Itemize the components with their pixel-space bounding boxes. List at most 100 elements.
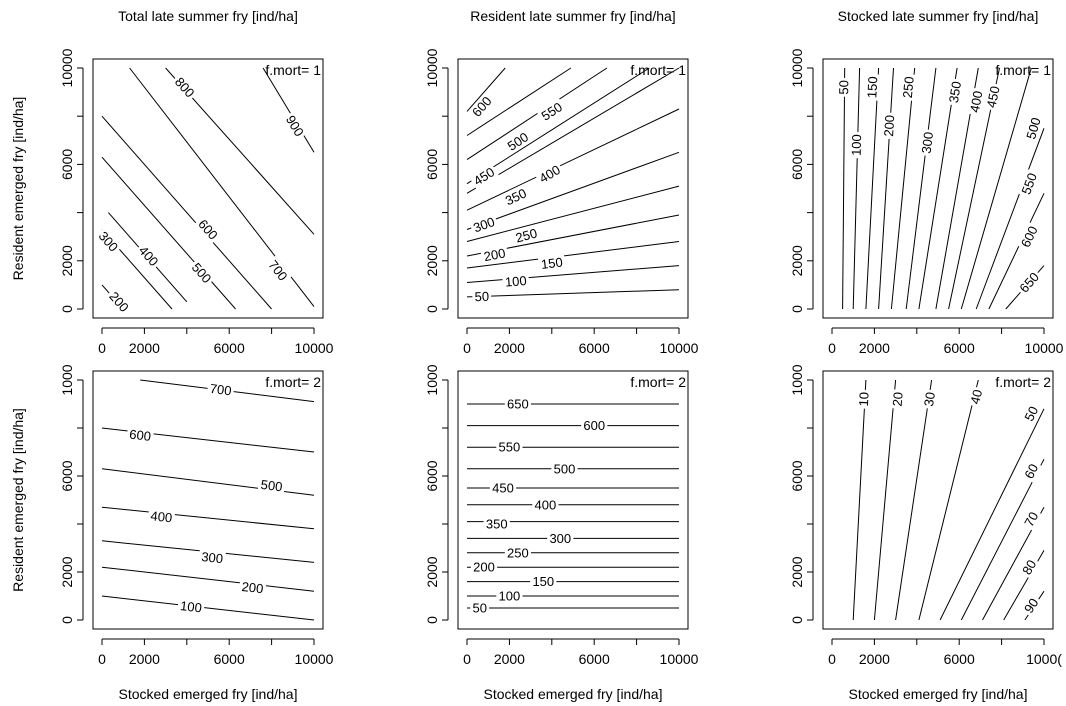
- x-tick-label: 6000: [214, 651, 245, 667]
- contour-label-group: 300: [919, 128, 936, 157]
- contour-label: 450: [984, 85, 1003, 109]
- contour-label: 100: [499, 589, 521, 604]
- contour-label-group: 300: [469, 213, 499, 236]
- x-axis: 0 2000 6000 10000: [463, 327, 699, 356]
- contour-label-bg: [134, 241, 163, 271]
- contour-label-bg: [500, 184, 531, 209]
- y-tick-label: 1000: [424, 364, 440, 395]
- contour-label-bg: [483, 517, 510, 531]
- contour-label-group: 150: [530, 574, 557, 589]
- x-tick-label: 1000(: [1026, 651, 1062, 667]
- contour-label-group: 350: [946, 78, 964, 107]
- y-tick-label: 0: [789, 305, 805, 313]
- contour-line-100: [101, 595, 315, 621]
- contour-label-bg: [126, 426, 155, 444]
- contour-label-bg: [511, 225, 541, 246]
- contour-label-group: 550: [496, 440, 523, 455]
- contour-label-group: 600: [1017, 221, 1042, 252]
- contour-line-500: [960, 67, 1032, 310]
- contour-line-100: [466, 265, 680, 283]
- fmort-annotation: f.mort= 2: [630, 374, 686, 390]
- contour-label-bg: [94, 227, 123, 256]
- y-tick-label: 6000: [789, 149, 805, 180]
- contour-label-group: 500: [1023, 113, 1044, 143]
- contour-label-group: 50: [836, 77, 851, 97]
- contour-label-group: 150: [864, 73, 880, 101]
- contour-label-bg: [1023, 113, 1044, 143]
- contour-label-bg: [849, 131, 864, 159]
- contour-label: 10: [856, 392, 872, 407]
- contour-label-group: 300: [547, 531, 574, 546]
- contour-label-bg: [496, 589, 523, 603]
- contour-label-bg: [194, 215, 222, 244]
- x-tick-label: 10000: [660, 651, 699, 667]
- contour-label: 200: [241, 579, 264, 596]
- x-tick-label: 2000: [129, 340, 160, 356]
- contour-label: 300: [549, 531, 571, 546]
- contour-label: 250: [514, 225, 539, 245]
- contour-label-group: 350: [500, 184, 531, 209]
- contour-line-400: [466, 67, 680, 194]
- y-tick-label: 0: [789, 616, 805, 624]
- contour-label-bg: [864, 73, 880, 101]
- contour-label: 200: [473, 560, 495, 575]
- contour-label: 50: [472, 601, 486, 616]
- contour-label-bg: [900, 73, 917, 102]
- x-tick-label: 2000: [494, 340, 525, 356]
- contour-label-group: 550: [537, 98, 567, 125]
- contour-label-group: 50: [472, 289, 492, 304]
- y-tick-label: 2000: [424, 245, 440, 276]
- contour-line-500: [466, 67, 608, 161]
- contour-label-group: 450: [983, 82, 1003, 112]
- contour-label-bg: [170, 72, 199, 102]
- y-axis: 0 2000 6000 1000: [424, 364, 449, 624]
- contour-line-30: [895, 379, 933, 621]
- y-axis: 0 2000 6000 10000: [59, 48, 84, 313]
- contour-label-group: 250: [900, 73, 917, 102]
- x-tick-label: 0: [98, 340, 106, 356]
- contour-label-bg: [470, 560, 498, 575]
- contour-label-group: 20: [890, 389, 906, 410]
- contour-label: 50: [836, 80, 851, 95]
- contour-label: 250: [507, 545, 529, 560]
- contour-label-group: 100: [502, 273, 530, 290]
- y-axis: 0 2000 6000 10000: [424, 48, 449, 313]
- contour-line-550: [975, 128, 1045, 310]
- y-tick-label: 6000: [424, 460, 440, 491]
- contour-label-bg: [1020, 507, 1042, 531]
- contour-label: 550: [1018, 171, 1040, 197]
- contour-label: 500: [1023, 116, 1043, 141]
- contour-label-bg: [147, 508, 176, 526]
- contour-label-group: 100: [177, 598, 205, 615]
- panel-title: Resident late summer fry [ind/ha]: [470, 8, 675, 24]
- contour-label-group: 50: [1020, 402, 1042, 426]
- panel-2: 50100150200250300350400450500550600f.mor…: [424, 8, 699, 356]
- y-tick-label: 0: [424, 616, 440, 624]
- contour-line-250: [466, 185, 680, 242]
- contour-label-bg: [469, 163, 499, 190]
- y-tick-label: 2000: [59, 556, 75, 587]
- x-axis: 0 2000 6000 1000(: [828, 638, 1062, 667]
- y-tick-label: 0: [59, 616, 75, 624]
- contour-line-200: [878, 67, 894, 310]
- contour-label-bg: [551, 461, 578, 476]
- y-tick-label: 2000: [789, 556, 805, 587]
- contour-label-bg: [983, 82, 1003, 112]
- contour-label-group: 200: [480, 245, 509, 264]
- contour-label-group: 200: [105, 287, 133, 317]
- plot-frame: [822, 370, 1054, 630]
- contour-line-50: [466, 289, 680, 298]
- x-tick-label: 10000: [295, 340, 334, 356]
- contour-line-450: [466, 67, 650, 185]
- x-tick-label: 10000: [1025, 340, 1064, 356]
- fmort-annotation: f.mort= 2: [265, 374, 321, 390]
- contour-label: 350: [486, 517, 508, 532]
- contour-label-bg: [257, 477, 286, 495]
- panel-5: 50 100 150 200 250 300 350 400 450 500 550 600 650 f.…: [424, 364, 699, 702]
- contour-label: 400: [967, 90, 986, 114]
- contour-label-group: 30: [921, 388, 938, 410]
- x-tick-label: 2000: [859, 651, 890, 667]
- contour-label-bg: [198, 549, 226, 566]
- contour-label-bg: [534, 161, 565, 187]
- y-tick-label: 10000: [424, 48, 440, 87]
